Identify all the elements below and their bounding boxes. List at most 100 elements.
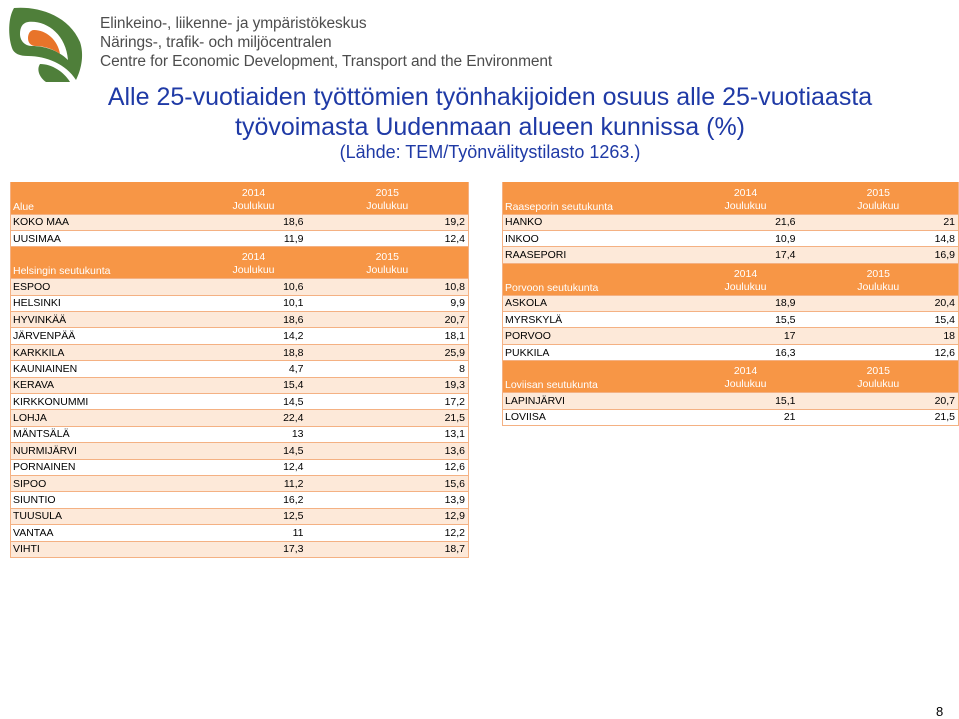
table-header-row: Alue 2014 Joulukuu 2015 Joulukuu (10, 182, 469, 215)
table-row: VANTAA 11 12,2 (10, 524, 469, 542)
value-2015: 15,6 (306, 475, 469, 493)
column-header-2014: 2014 Joulukuu (692, 360, 799, 394)
slide-title: Alle 25-vuotiaiden työttömien työnhakijo… (40, 82, 940, 162)
table-header-row: Helsingin seutukunta 2014 Joulukuu 2015 Joul… (10, 246, 469, 280)
table-row: HANKO 21,6 21 (502, 214, 959, 231)
municipality-name: RAASEPORI (502, 246, 693, 264)
column-month: Joulukuu (366, 264, 409, 277)
value-2014: 11,9 (200, 230, 307, 248)
table-row: HYVINKÄÄ 18,6 20,7 (10, 311, 469, 329)
value-2014: 16,3 (692, 344, 799, 362)
municipality-name: NURMIJÄRVI (10, 442, 201, 460)
value-2015: 25,9 (306, 344, 469, 362)
municipality-name: KIRKKONUMMI (10, 393, 201, 411)
municipality-name: HYVINKÄÄ (10, 311, 201, 329)
page-number: 8 (936, 704, 944, 719)
value-2015: 18 (798, 327, 959, 345)
table-row: KERAVA 15,4 19,3 (10, 377, 469, 395)
value-2015: 10,8 (306, 278, 469, 296)
value-2015: 12,6 (306, 459, 469, 476)
value-2015: 13,9 (306, 491, 469, 509)
value-2014: 15,1 (692, 392, 799, 410)
table-row: ASKOLA 18,9 20,4 (502, 295, 959, 313)
region-header-label: Porvoon seutukunta (502, 263, 693, 296)
municipality-name: SIUNTIO (10, 491, 201, 509)
value-2015: 18,7 (306, 541, 469, 558)
value-2015: 21 (798, 214, 959, 231)
value-2014: 18,6 (200, 214, 307, 231)
table-row: KOKO MAA 18,6 19,2 (10, 214, 469, 231)
value-2014: 16,2 (200, 491, 307, 509)
value-2014: 12,5 (200, 508, 307, 526)
value-2014: 10,9 (692, 230, 799, 248)
column-year: 2014 (241, 186, 266, 199)
table-row: KIRKKONUMMI 14,5 17,2 (10, 393, 469, 411)
municipality-name: PORVOO (502, 327, 693, 345)
region-header-label: Alue (10, 182, 201, 215)
value-2014: 14,2 (200, 327, 307, 345)
column-year: 2015 (375, 186, 399, 199)
column-header-2014: 2014 Joulukuu (200, 182, 307, 215)
value-2015: 9,9 (306, 295, 469, 313)
value-2014: 22,4 (200, 409, 307, 427)
column-month: Joulukuu (232, 199, 275, 212)
municipality-name: KOKO MAA (10, 214, 201, 231)
value-2015: 12,9 (306, 508, 469, 526)
column-header-2015: 2015 Joulukuu (798, 182, 959, 215)
value-2014: 14,5 (200, 393, 307, 411)
column-month: Joulukuu (366, 199, 409, 212)
column-header-2015: 2015 Joulukuu (306, 246, 469, 280)
region-header-label: Raaseporin seutukunta (502, 182, 693, 215)
title-source: (Lähde: TEM/Työnvälitystilasto 1263.) (339, 142, 641, 162)
municipality-name: UUSIMAA (10, 230, 201, 248)
table-header-row: Porvoon seutukunta 2014 Joulukuu 2015 Jouluk… (502, 263, 959, 296)
org-name-sv: Närings-, trafik- och miljöcentralen (100, 34, 332, 51)
value-2014: 15,4 (200, 377, 307, 395)
table-header-row: Raaseporin seutukunta 2014 Joulukuu 2015 Jou… (502, 182, 959, 215)
value-2014: 13 (200, 426, 307, 444)
value-2014: 12,4 (200, 459, 307, 476)
ely-centre-logo (9, 7, 83, 82)
municipality-name: INKOO (502, 230, 693, 248)
value-2014: 15,5 (692, 311, 799, 329)
column-header-2015: 2015 Joulukuu (306, 182, 469, 215)
municipality-name: VANTAA (10, 524, 201, 542)
value-2014: 11,2 (200, 475, 307, 493)
municipality-name: HANKO (502, 214, 693, 231)
column-month: Joulukuu (857, 280, 900, 293)
column-header-2015: 2015 Joulukuu (798, 360, 959, 394)
value-2014: 21 (692, 409, 799, 427)
value-2014: 17 (692, 327, 799, 345)
table-header-row: Loviisan seutukunta 2014 Joulukuu 2015 Joulu… (502, 360, 959, 394)
title-line-1: Alle 25-vuotiaiden työttömien työnhakijo… (107, 83, 873, 111)
org-name-en: Centre for Economic Development, Transpo… (100, 53, 553, 70)
table-row: JÄRVENPÄÄ 14,2 18,1 (10, 327, 469, 345)
column-month: Joulukuu (724, 280, 767, 293)
column-month: Joulukuu (724, 199, 767, 212)
municipality-name: PORNAINEN (10, 459, 201, 476)
municipality-name: TUUSULA (10, 508, 201, 526)
value-2015: 12,4 (306, 230, 469, 248)
value-2014: 14,5 (200, 442, 307, 460)
value-2015: 16,9 (798, 246, 959, 264)
value-2015: 21,5 (798, 409, 959, 427)
org-name-fi: Elinkeino-, liikenne- ja ympäristökeskus (100, 15, 367, 32)
column-year: 2014 (733, 365, 758, 378)
column-year: 2014 (241, 251, 266, 264)
column-month: Joulukuu (857, 199, 900, 212)
column-year: 2014 (733, 186, 758, 199)
table-row: TUUSULA 12,5 12,9 (10, 508, 469, 526)
table-row: MÄNTSÄLÄ 13 13,1 (10, 426, 469, 444)
table-row: VIHTI 17,3 18,7 (10, 541, 469, 558)
value-2015: 14,8 (798, 230, 959, 248)
table-row: LOHJA 22,4 21,5 (10, 409, 469, 427)
value-2014: 18,6 (200, 311, 307, 329)
municipality-name: SIPOO (10, 475, 201, 493)
column-header-2014: 2014 Joulukuu (200, 246, 307, 280)
column-month: Joulukuu (857, 378, 900, 391)
value-2015: 20,7 (798, 392, 959, 410)
value-2014: 18,9 (692, 295, 799, 313)
municipality-name: KARKKILA (10, 344, 201, 362)
municipality-name: LOHJA (10, 409, 201, 427)
municipality-name: HELSINKI (10, 295, 201, 313)
